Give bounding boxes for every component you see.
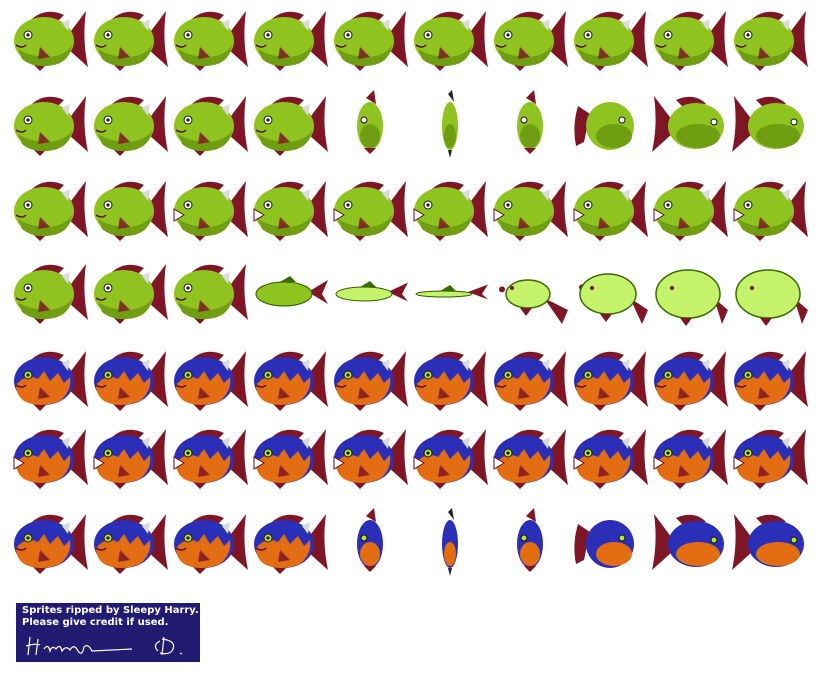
- piranha-sprite-icon: [570, 5, 650, 75]
- piranha-sprite-icon: [10, 345, 90, 415]
- signature-icon: [25, 636, 183, 656]
- piranha-sprite-icon: [410, 90, 490, 160]
- credit-line-1: Sprites ripped by Sleepy Harry.: [22, 605, 199, 616]
- piranha-sprite-icon: [330, 5, 410, 75]
- piranha-sprite-icon: [570, 175, 650, 245]
- piranha-sprite-icon: [170, 508, 250, 578]
- piranha-sprite-icon: [410, 258, 490, 328]
- piranha-sprite-icon: [330, 423, 410, 493]
- piranha-sprite-icon: [250, 5, 330, 75]
- piranha-sprite-icon: [490, 508, 570, 578]
- piranha-sprite-icon: [170, 345, 250, 415]
- piranha-sprite-icon: [250, 508, 330, 578]
- piranha-sprite-icon: [170, 175, 250, 245]
- credit-line-2: Please give credit if used.: [22, 617, 169, 628]
- piranha-sprite-icon: [10, 175, 90, 245]
- piranha-sprite-icon: [650, 508, 730, 578]
- piranha-sprite-icon: [570, 345, 650, 415]
- piranha-sprite-icon: [410, 5, 490, 75]
- piranha-sprite-icon: [250, 423, 330, 493]
- piranha-sprite-icon: [730, 175, 810, 245]
- piranha-sprite-icon: [650, 5, 730, 75]
- piranha-sprite-icon: [90, 508, 170, 578]
- piranha-sprite-icon: [650, 90, 730, 160]
- piranha-sprite-icon: [90, 90, 170, 160]
- piranha-sprite-icon: [490, 423, 570, 493]
- piranha-sprite-icon: [330, 258, 410, 328]
- piranha-sprite-icon: [90, 175, 170, 245]
- piranha-sprite-icon: [90, 345, 170, 415]
- piranha-sprite-icon: [410, 423, 490, 493]
- piranha-sprite-icon: [650, 423, 730, 493]
- piranha-sprite-icon: [730, 345, 810, 415]
- piranha-sprite-icon: [330, 90, 410, 160]
- piranha-sprite-icon: [330, 508, 410, 578]
- piranha-sprite-icon: [250, 258, 330, 328]
- piranha-sprite-icon: [250, 345, 330, 415]
- piranha-sprite-icon: [170, 423, 250, 493]
- piranha-sprite-icon: [90, 258, 170, 328]
- piranha-sprite-icon: [10, 508, 90, 578]
- piranha-sprite-icon: [730, 90, 810, 160]
- piranha-sprite-icon: [650, 175, 730, 245]
- piranha-sprite-icon: [10, 90, 90, 160]
- piranha-sprite-icon: [250, 175, 330, 245]
- piranha-sprite-icon: [10, 258, 90, 328]
- piranha-sprite-icon: [570, 508, 650, 578]
- piranha-sprite-icon: [490, 175, 570, 245]
- piranha-sprite-icon: [170, 90, 250, 160]
- piranha-sprite-icon: [730, 508, 810, 578]
- piranha-sprite-icon: [170, 258, 250, 328]
- piranha-sprite-icon: [410, 175, 490, 245]
- piranha-sprite-icon: [490, 5, 570, 75]
- piranha-sprite-icon: [10, 423, 90, 493]
- piranha-sprite-icon: [570, 90, 650, 160]
- piranha-sprite-icon: [490, 258, 570, 328]
- piranha-sprite-icon: [650, 345, 730, 415]
- piranha-sprite-icon: [730, 258, 810, 328]
- piranha-sprite-icon: [330, 175, 410, 245]
- credit-box: Sprites ripped by Sleepy Harry. Please g…: [16, 603, 200, 662]
- piranha-sprite-icon: [730, 5, 810, 75]
- piranha-sprite-icon: [410, 345, 490, 415]
- piranha-sprite-icon: [650, 258, 730, 328]
- piranha-sprite-icon: [250, 90, 330, 160]
- piranha-sprite-icon: [90, 5, 170, 75]
- piranha-sprite-icon: [490, 90, 570, 160]
- piranha-sprite-icon: [10, 5, 90, 75]
- piranha-sprite-icon: [90, 423, 170, 493]
- piranha-sprite-icon: [730, 423, 810, 493]
- piranha-sprite-icon: [330, 345, 410, 415]
- piranha-sprite-icon: [410, 508, 490, 578]
- piranha-sprite-icon: [170, 5, 250, 75]
- piranha-sprite-icon: [490, 345, 570, 415]
- piranha-sprite-icon: [570, 423, 650, 493]
- piranha-sprite-icon: [570, 258, 650, 328]
